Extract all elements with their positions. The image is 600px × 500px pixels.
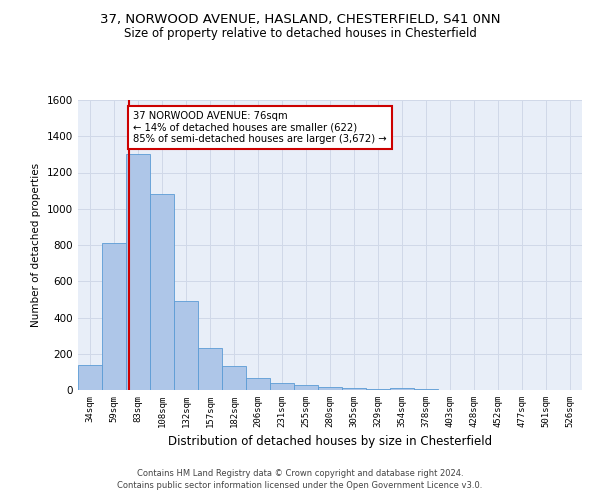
- Bar: [270, 383, 294, 390]
- Bar: [78, 364, 102, 390]
- Text: Size of property relative to detached houses in Chesterfield: Size of property relative to detached ho…: [124, 28, 476, 40]
- Y-axis label: Number of detached properties: Number of detached properties: [31, 163, 41, 327]
- Bar: [342, 388, 366, 390]
- Bar: [318, 386, 342, 390]
- Bar: [102, 243, 126, 390]
- Bar: [174, 301, 198, 390]
- Text: Contains public sector information licensed under the Open Government Licence v3: Contains public sector information licen…: [118, 481, 482, 490]
- Bar: [390, 388, 414, 390]
- Bar: [150, 194, 174, 390]
- Bar: [294, 386, 318, 390]
- Bar: [198, 348, 222, 390]
- Text: Contains HM Land Registry data © Crown copyright and database right 2024.: Contains HM Land Registry data © Crown c…: [137, 468, 463, 477]
- Bar: [366, 388, 390, 390]
- X-axis label: Distribution of detached houses by size in Chesterfield: Distribution of detached houses by size …: [168, 436, 492, 448]
- Bar: [222, 366, 246, 390]
- Bar: [246, 378, 270, 390]
- Text: 37, NORWOOD AVENUE, HASLAND, CHESTERFIELD, S41 0NN: 37, NORWOOD AVENUE, HASLAND, CHESTERFIEL…: [100, 12, 500, 26]
- Bar: [126, 154, 150, 390]
- Text: 37 NORWOOD AVENUE: 76sqm
← 14% of detached houses are smaller (622)
85% of semi-: 37 NORWOOD AVENUE: 76sqm ← 14% of detach…: [133, 111, 387, 144]
